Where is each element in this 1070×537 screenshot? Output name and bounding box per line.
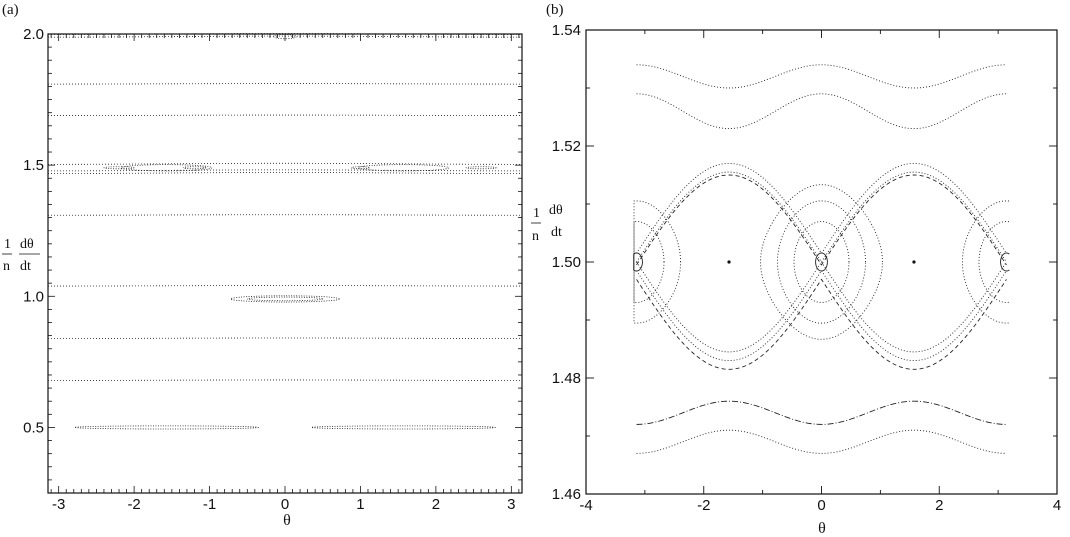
panel-a: (a) -3 -2 -1 0 1 2 3 0.5 1.0 1.5 2.0 θ 1 n dθ dt: [2, 2, 523, 529]
hyperbolic-point: [912, 260, 916, 264]
panel-a-tick-labels: -3 -2 -1 0 1 2 3 0.5 1.0 1.5 2.0: [23, 26, 515, 513]
y-tick-label: 1.50: [552, 254, 581, 271]
libration-orbit: [961, 200, 1010, 324]
panel-b-ticks: [585, 29, 1058, 495]
rotational-orbit: [48, 285, 522, 287]
panel-a-x-axis-title: θ: [283, 512, 291, 529]
y-tick-label: 1.5: [23, 157, 44, 174]
y-tick-label: 1.46: [552, 486, 581, 503]
libration-orbit: [1000, 252, 1010, 272]
rotational-orbit: [636, 64, 1007, 89]
rotational-orbit: [48, 169, 522, 172]
rotational-orbit: [48, 162, 522, 165]
panel-b-tick-labels: -4 -2 0 2 4 1.46 1.48 1.50 1.52 1.54: [552, 22, 1061, 514]
separatrix-neighbor: [636, 278, 1007, 370]
panel-b-y-axis-title-dden: dt: [551, 225, 562, 240]
island-orbit: [182, 166, 207, 170]
x-tick-label: -4: [579, 497, 592, 514]
x-tick-label: 0: [281, 496, 289, 513]
island-orbit: [103, 166, 135, 170]
island-orbit: [465, 166, 497, 170]
island-orbit: [350, 166, 370, 170]
libration-orbit: [633, 200, 682, 324]
y-tick-label: 0.5: [23, 419, 44, 436]
rotational-orbit: [636, 93, 1007, 130]
separatrix-neighbor: [636, 162, 1007, 255]
x-tick-label: 4: [1053, 497, 1061, 514]
panel-b-x-axis-title: θ: [818, 520, 826, 537]
panel-a-y-axis-title-num: 1: [4, 237, 11, 252]
panel-a-label: (a): [2, 2, 19, 18]
rotational-orbit: [48, 33, 522, 35]
panel-a-y-axis-title: 1 n dθ dt: [2, 237, 40, 274]
libration-orbit: [760, 184, 883, 340]
rotational-orbit: [48, 83, 522, 85]
x-tick-label: -2: [697, 497, 710, 514]
rotational-orbit: [636, 429, 1007, 454]
separatrix-upper: [636, 171, 1007, 263]
panel-a-data: [48, 33, 522, 430]
y-tick-label: 1.52: [552, 138, 581, 155]
panel-b: (b) -4 -2 0 2 4 1.46 1.48 1.50 1.52 1.54 θ 1 n dθ…: [531, 2, 1061, 537]
libration-orbit: [815, 252, 828, 272]
panel-b-label: (b): [546, 2, 564, 18]
rotational-orbit: [48, 379, 522, 381]
island-orbit: [357, 164, 450, 172]
panel-a-plot-frame: [47, 33, 523, 494]
panel-a-ticks: [48, 33, 522, 494]
y-tick-label: 2.0: [23, 26, 44, 43]
island-orbit: [273, 34, 297, 40]
panel-b-y-axis-title-dnum: dθ: [549, 203, 563, 218]
panel-a-y-axis-title-dden: dt: [20, 259, 31, 274]
y-tick-label: 1.54: [552, 22, 581, 39]
x-tick-label: 1: [356, 496, 364, 513]
panel-b-y-axis-title: 1 n dθ dt: [531, 203, 563, 244]
x-tick-label: -3: [52, 496, 65, 513]
y-tick-label: 1.48: [552, 370, 581, 387]
island-orbit: [120, 164, 213, 172]
separatrix-lower: [636, 261, 1007, 353]
x-tick-label: 2: [935, 497, 943, 514]
rotational-orbit: [48, 214, 522, 216]
rotational-orbit: [48, 114, 522, 116]
panel-b-y-axis-title-den: n: [532, 229, 539, 244]
libration-orbit: [978, 221, 1010, 303]
libration-orbit: [777, 200, 866, 324]
panel-b-data: [633, 64, 1010, 454]
x-tick-label: -2: [127, 496, 140, 513]
x-tick-label: 2: [432, 496, 440, 513]
panel-a-y-axis-title-den: n: [3, 259, 10, 274]
x-tick-label: -1: [203, 496, 216, 513]
hyperbolic-point: [727, 260, 731, 264]
rotational-orbit: [636, 400, 1007, 425]
separatrix-neighbor: [636, 174, 1007, 266]
rotational-orbit: [48, 35, 522, 38]
panel-b-y-axis-title-num: 1: [533, 206, 540, 221]
island-orbit: [311, 425, 496, 430]
libration-orbit: [793, 221, 850, 303]
x-tick-label: 3: [507, 496, 515, 513]
panel-a-y-axis-title-dnum: dθ: [20, 237, 34, 252]
rotational-orbit: [48, 172, 522, 174]
separatrix-neighbor: [636, 269, 1007, 362]
island-orbit: [74, 425, 259, 430]
y-tick-label: 1.0: [23, 288, 44, 305]
x-tick-label: 0: [817, 497, 825, 514]
libration-orbit: [633, 221, 665, 303]
rotational-orbit: [48, 337, 522, 339]
island-orbit: [230, 295, 340, 303]
island-orbit: [246, 296, 324, 302]
